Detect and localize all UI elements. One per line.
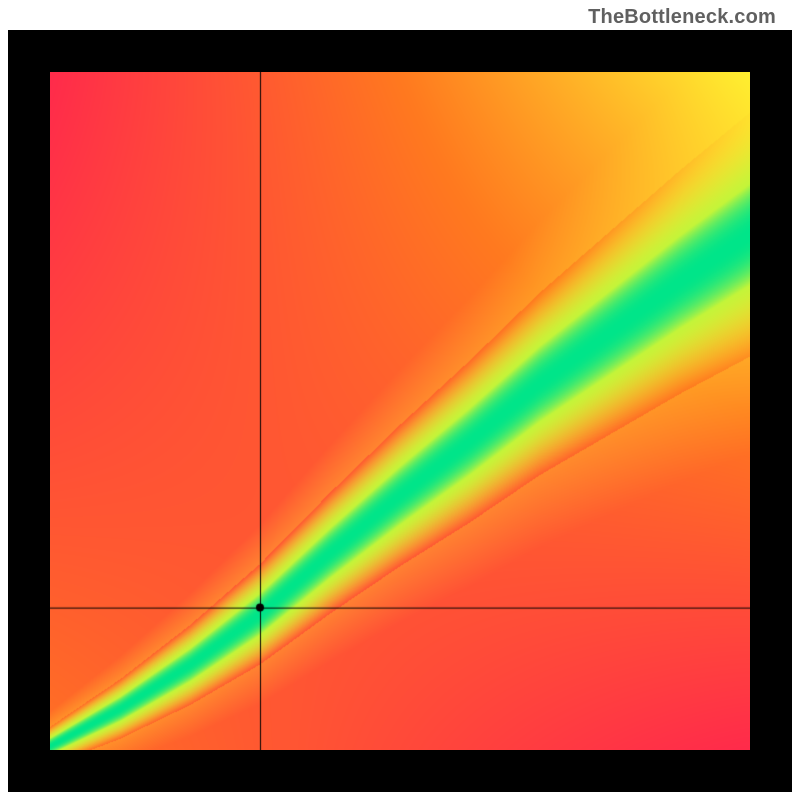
bottleneck-heatmap — [50, 72, 750, 750]
watermark-text: TheBottleneck.com — [588, 6, 776, 29]
